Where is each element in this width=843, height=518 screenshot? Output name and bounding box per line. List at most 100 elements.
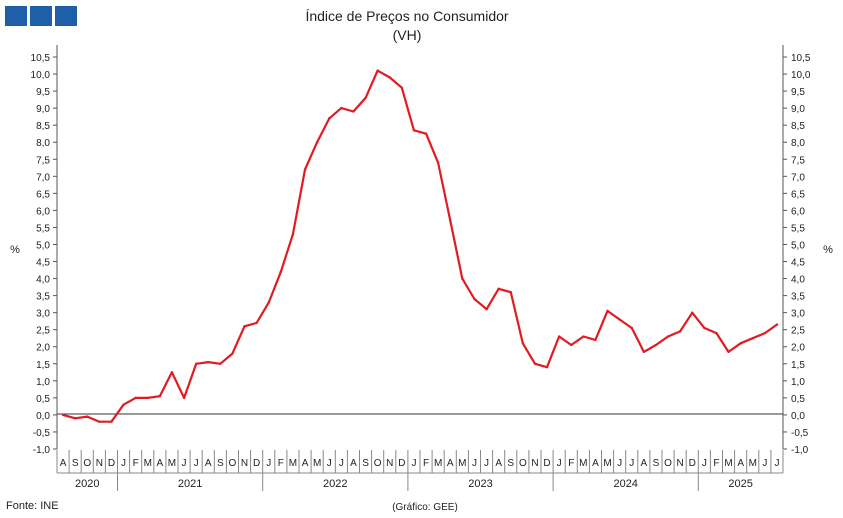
y-tick-label-right: 3,5 (791, 292, 805, 303)
y-tick-label-left: 3,5 (36, 292, 50, 303)
data-point (557, 335, 561, 338)
month-label: A (495, 458, 502, 469)
y-tick-label-right: 6,0 (791, 206, 805, 217)
y-tick-label-left: 0,0 (36, 411, 50, 422)
y-tick-label-left: -1,0 (33, 445, 51, 456)
y-tick-label-right: 3,0 (791, 309, 805, 320)
y-tick-label-right: 10,5 (791, 53, 811, 64)
data-point (412, 129, 416, 132)
data-point (594, 338, 597, 342)
month-label: M (434, 458, 442, 469)
year-label: 2021 (178, 478, 202, 490)
month-label: F (133, 458, 139, 469)
y-tick-label-left: 6,0 (36, 206, 50, 217)
month-label: A (60, 458, 67, 469)
y-tick-label-left: 1,0 (36, 377, 50, 388)
y-tick-label-right: 2,5 (791, 326, 805, 337)
data-point (582, 335, 585, 338)
data-point (328, 117, 331, 120)
y-tick-label-left: 5,0 (36, 240, 50, 251)
month-label: M (603, 458, 611, 469)
month-label: D (108, 458, 115, 469)
data-point (485, 308, 488, 311)
y-tick-label-left: 7,5 (36, 155, 50, 166)
y-tick-label-left: 2,5 (36, 326, 50, 337)
series-layer (61, 69, 779, 423)
data-point (303, 168, 307, 171)
chart-title: Índice de Preços no Consumidor (305, 8, 508, 24)
y-tick-label-right: 8,5 (791, 121, 805, 132)
month-label: J (629, 458, 634, 469)
month-label: A (737, 458, 744, 469)
year-label: 2023 (468, 478, 492, 490)
data-point (497, 287, 500, 290)
month-label: F (278, 458, 284, 469)
month-label: S (653, 458, 660, 469)
data-point (73, 417, 77, 420)
y-tick-label-right: 4,5 (791, 258, 805, 269)
month-label: J (472, 458, 477, 469)
y-tick-label-left: 7,0 (36, 172, 50, 183)
month-label: J (121, 458, 126, 469)
data-point (146, 396, 149, 400)
data-point (461, 277, 464, 280)
data-point (509, 291, 512, 294)
data-point (231, 352, 234, 355)
data-point (473, 297, 476, 301)
y-tick-label-left: 0,5 (36, 394, 50, 405)
data-point (86, 415, 89, 418)
data-point (630, 326, 633, 330)
data-point (279, 270, 283, 273)
y-tick-label-right: 7,0 (791, 172, 805, 183)
data-point (449, 219, 452, 222)
y-tick-label-left: 4,5 (36, 258, 50, 269)
data-point (243, 325, 246, 328)
month-label: M (579, 458, 587, 469)
data-point (678, 330, 682, 333)
month-label: F (713, 458, 719, 469)
y-tick-label-right: 0,0 (791, 411, 805, 422)
month-label: D (543, 458, 550, 469)
month-label: A (447, 458, 454, 469)
year-label: 2024 (613, 478, 637, 490)
month-label: J (411, 458, 416, 469)
month-label: J (702, 458, 707, 469)
month-label: J (762, 458, 767, 469)
data-point (207, 360, 210, 364)
y-tick-label-right: 5,5 (791, 223, 805, 234)
month-label: M (144, 458, 152, 469)
y-tick-label-left: 9,0 (36, 104, 50, 115)
month-label: S (217, 458, 224, 469)
y-tick-label-left: 8,5 (36, 121, 50, 132)
data-point (533, 362, 537, 365)
y-tick-label-left: 8,0 (36, 138, 50, 149)
month-label: M (749, 458, 757, 469)
month-label: O (83, 458, 91, 469)
series-line (62, 69, 778, 423)
logo (5, 6, 77, 26)
month-label: O (664, 458, 672, 469)
y-tick-label-left: -0,5 (33, 428, 51, 439)
data-point (122, 403, 125, 406)
month-label: O (519, 458, 527, 469)
data-point (424, 132, 428, 135)
data-point (545, 365, 549, 369)
y-tick-label-right: 6,5 (791, 189, 805, 200)
data-point (219, 362, 222, 365)
y-tick-label-right: 4,0 (791, 275, 805, 286)
year-label: 2020 (75, 478, 99, 490)
month-label: D (398, 458, 405, 469)
data-point (400, 86, 404, 89)
data-point (182, 396, 186, 400)
month-label: F (423, 458, 429, 469)
month-label: J (266, 458, 271, 469)
data-point (255, 321, 258, 325)
month-label: N (386, 458, 393, 469)
month-label: J (327, 458, 332, 469)
data-point (110, 420, 113, 423)
data-point (703, 326, 706, 330)
y-tick-label-left: 6,5 (36, 189, 50, 200)
month-label: J (774, 458, 779, 469)
year-label: 2025 (728, 478, 752, 490)
logo-square-2 (30, 6, 52, 26)
